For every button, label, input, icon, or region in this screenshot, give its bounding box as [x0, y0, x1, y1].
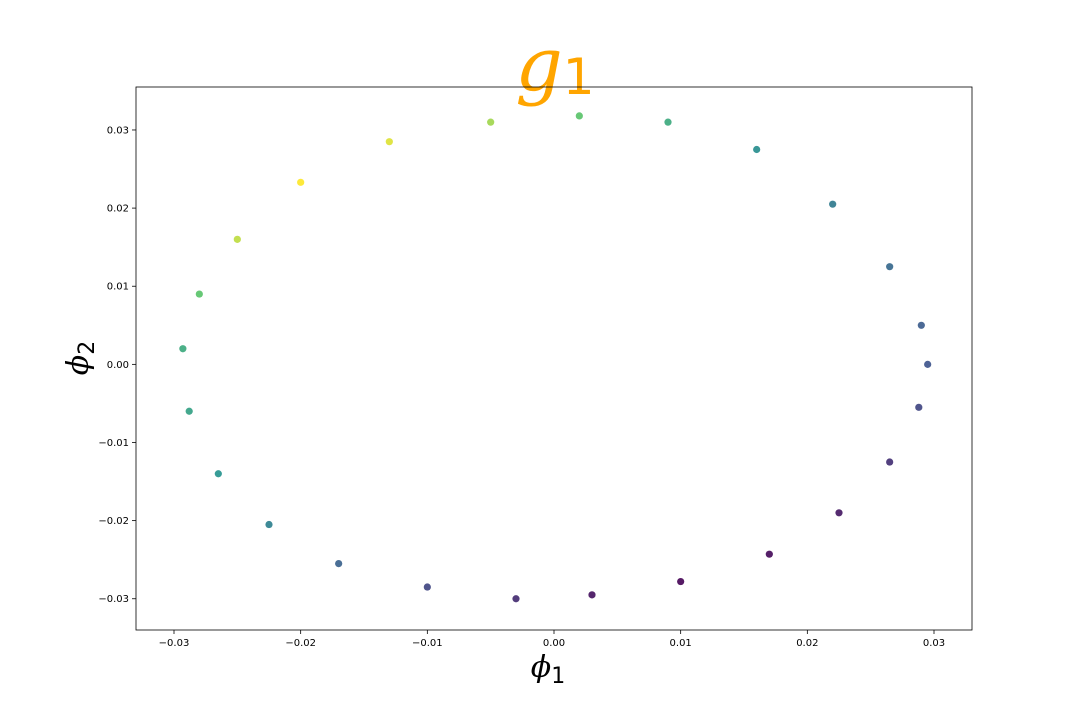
x-axis-ticks: −0.03 −0.02 −0.01 0.00 0.01 0.02 0.03: [159, 630, 945, 649]
x-tick-label: 0.02: [796, 638, 818, 649]
scatter-points: [179, 112, 932, 603]
x-tick-label: −0.02: [285, 638, 316, 649]
x-tick-label: 0.01: [670, 638, 692, 649]
chart-title: g1: [515, 22, 594, 108]
scatter-point: [195, 290, 203, 298]
scatter-point: [487, 118, 495, 126]
scatter-point: [829, 200, 837, 208]
x-axis-label: ϕ1: [531, 650, 565, 689]
scatter-point: [185, 407, 193, 415]
scatter-point: [924, 360, 932, 368]
scatter-point: [677, 577, 685, 586]
scatter-point: [588, 591, 596, 599]
scatter-point: [265, 520, 273, 529]
scatter-point: [335, 559, 343, 568]
y-tick-label: −0.02: [98, 516, 129, 527]
x-tick-label: 0.00: [543, 638, 565, 649]
scatter-point: [233, 235, 241, 243]
scatter-point: [886, 263, 894, 271]
y-tick-label: 0.01: [107, 282, 129, 293]
y-tick-label: −0.03: [98, 594, 129, 605]
scatter-point: [297, 178, 305, 186]
y-tick-label: 0.00: [107, 360, 129, 371]
x-axis-label-subscript: 1: [551, 664, 565, 689]
y-axis-label-base: ϕ: [61, 355, 96, 375]
chart-title-base: g: [515, 22, 562, 108]
y-tick-label: −0.01: [98, 438, 129, 449]
chart-title-subscript: 1: [563, 48, 595, 106]
scatter-point: [179, 345, 187, 353]
scatter-point: [423, 583, 431, 591]
scatter-point: [835, 509, 843, 517]
y-axis-ticks: −0.03 −0.02 −0.01 0.00 0.01 0.02 0.03: [98, 125, 136, 605]
scatter-point: [915, 403, 923, 411]
x-tick-label: −0.03: [159, 638, 190, 649]
scatter-point: [512, 595, 520, 603]
scatter-point: [886, 458, 894, 466]
y-axis-label-subscript: 2: [75, 341, 100, 355]
y-axis-label: ϕ2: [61, 341, 100, 375]
y-tick-label: 0.03: [107, 125, 129, 136]
scatter-point: [765, 550, 773, 558]
scatter-point: [214, 470, 222, 478]
x-tick-label: 0.03: [923, 638, 945, 649]
y-tick-label: 0.02: [107, 204, 129, 215]
scatter-point: [753, 145, 761, 154]
x-tick-label: −0.01: [412, 638, 443, 649]
scatter-point: [917, 321, 925, 329]
scatter-point: [664, 118, 672, 126]
scatter-point: [385, 138, 393, 146]
x-axis-label-base: ϕ: [531, 650, 551, 685]
scatter-point: [575, 112, 583, 120]
